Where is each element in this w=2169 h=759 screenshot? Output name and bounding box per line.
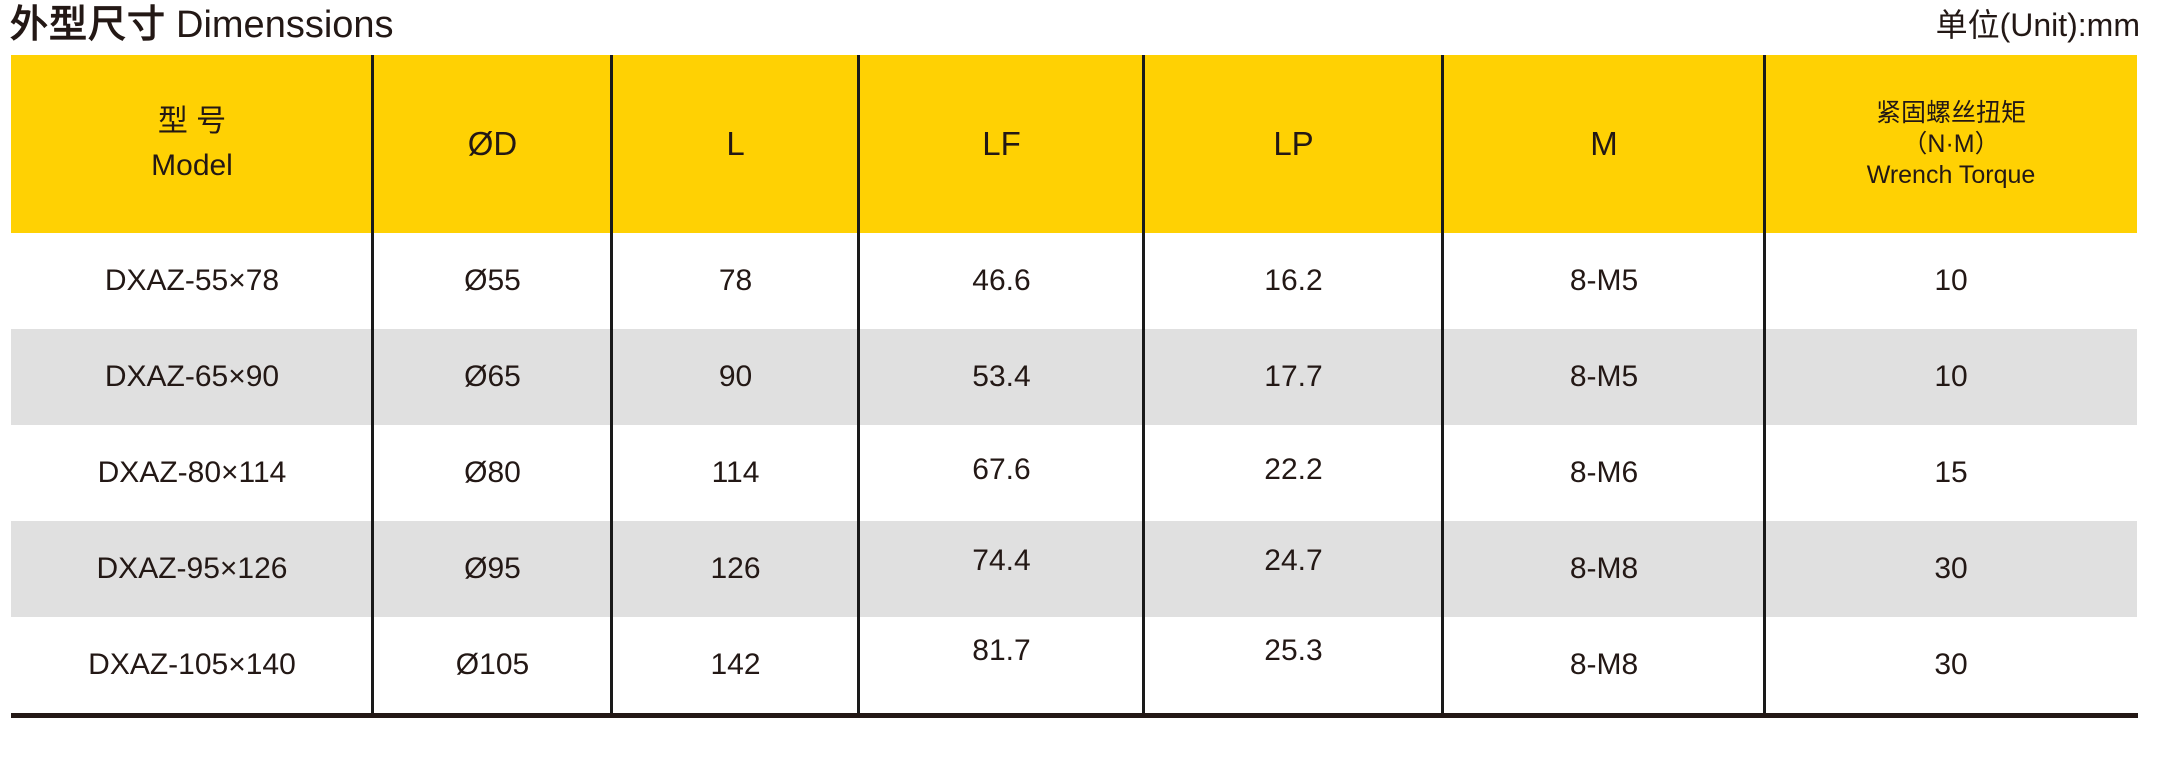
- cell-l: 114: [711, 456, 760, 489]
- cell-torque: 30: [1934, 552, 1968, 585]
- header-torque-unit: （N·M）: [1902, 129, 2000, 158]
- header-cell-lf: LF: [982, 125, 1021, 162]
- cell-m: 8-M8: [1569, 648, 1639, 681]
- cell-lp: 16.2: [1264, 264, 1323, 297]
- header-cell-l: L: [726, 125, 745, 162]
- cell-lf: 74.4: [972, 544, 1031, 577]
- page-title-cjk: 外型尺寸: [10, 4, 167, 46]
- cell-model: DXAZ-80×114: [97, 456, 287, 489]
- cell-m: 8-M5: [1569, 264, 1639, 297]
- column-divider: [610, 55, 613, 715]
- cell-d: Ø95: [464, 552, 521, 585]
- cell-model: DXAZ-65×90: [104, 360, 280, 393]
- table-bottom-rule: [11, 713, 2138, 718]
- cell-d: Ø65: [464, 360, 521, 393]
- page-title-en: Dimenssions: [176, 4, 394, 46]
- table-body: DXAZ-55×78 Ø55 78 46.6 16.2 8-M5 10 DXAZ…: [11, 233, 2137, 713]
- column-divider: [1142, 55, 1145, 715]
- header-cell-model: 型 号 Model: [11, 55, 373, 233]
- column-divider: [371, 55, 374, 715]
- cell-l: 90: [718, 360, 753, 393]
- page-title: 外型尺寸 Dimenssions: [10, 0, 394, 50]
- cell-d: Ø55: [464, 264, 521, 297]
- cell-model: DXAZ-55×78: [104, 264, 280, 297]
- cell-lf: 81.7: [972, 634, 1031, 667]
- cell-lf: 46.6: [972, 264, 1031, 297]
- table-header-row: 型 号 Model ØD L LF LP M 紧固螺丝扭矩 （N·M） Wren…: [11, 55, 2137, 233]
- cell-torque: 30: [1934, 648, 1968, 681]
- table-row: DXAZ-95×126 Ø95 126 74.4 24.7 8-M8 30: [11, 521, 2137, 617]
- cell-torque: 10: [1934, 264, 1968, 297]
- cell-d: Ø105: [455, 648, 530, 681]
- cell-m: 8-M5: [1569, 360, 1639, 393]
- table-row: DXAZ-65×90 Ø65 90 53.4 17.7 8-M5 10: [11, 329, 2137, 425]
- cell-lp: 17.7: [1264, 360, 1323, 393]
- column-divider: [857, 55, 860, 715]
- header-torque-cjk: 紧固螺丝扭矩: [1875, 98, 2026, 127]
- cell-m: 8-M8: [1569, 552, 1639, 585]
- cell-lp: 24.7: [1264, 544, 1323, 577]
- cell-model: DXAZ-95×126: [96, 552, 288, 585]
- cell-torque: 15: [1934, 456, 1968, 489]
- table-row: DXAZ-80×114 Ø80 114 67.6 22.2 8-M6 15: [11, 425, 2137, 521]
- cell-l: 142: [710, 648, 761, 681]
- cell-model: DXAZ-105×140: [88, 648, 296, 681]
- header-torque-en: Wrench Torque: [1866, 160, 2036, 189]
- cell-lf: 67.6: [972, 453, 1031, 486]
- header-cell-torque: 紧固螺丝扭矩 （N·M） Wrench Torque: [1765, 55, 2137, 233]
- dimensions-table: 型 号 Model ØD L LF LP M 紧固螺丝扭矩 （N·M） Wren…: [11, 55, 2138, 718]
- header-cell-lp: LP: [1273, 125, 1314, 162]
- cell-lf: 53.4: [972, 360, 1031, 393]
- cell-d: Ø80: [464, 456, 521, 489]
- cell-l: 126: [710, 552, 761, 585]
- header-cell-d: ØD: [467, 125, 518, 162]
- cell-l: 78: [718, 264, 753, 297]
- cell-torque: 10: [1934, 360, 1968, 393]
- table-row: DXAZ-105×140 Ø105 142 81.7 25.3 8-M8 30: [11, 617, 2137, 713]
- cell-lp: 25.3: [1264, 634, 1323, 667]
- header-model-cjk: 型 号: [157, 105, 227, 138]
- header-model-en: Model: [151, 149, 233, 182]
- cell-m: 8-M6: [1569, 456, 1639, 489]
- table-row: DXAZ-55×78 Ø55 78 46.6 16.2 8-M5 10: [11, 233, 2137, 329]
- column-divider: [1763, 55, 1766, 715]
- header-cell-m: M: [1590, 125, 1618, 162]
- column-divider: [1441, 55, 1444, 715]
- unit-label: 单位(Unit):mm: [1935, 7, 2140, 43]
- cell-lp: 22.2: [1264, 453, 1323, 486]
